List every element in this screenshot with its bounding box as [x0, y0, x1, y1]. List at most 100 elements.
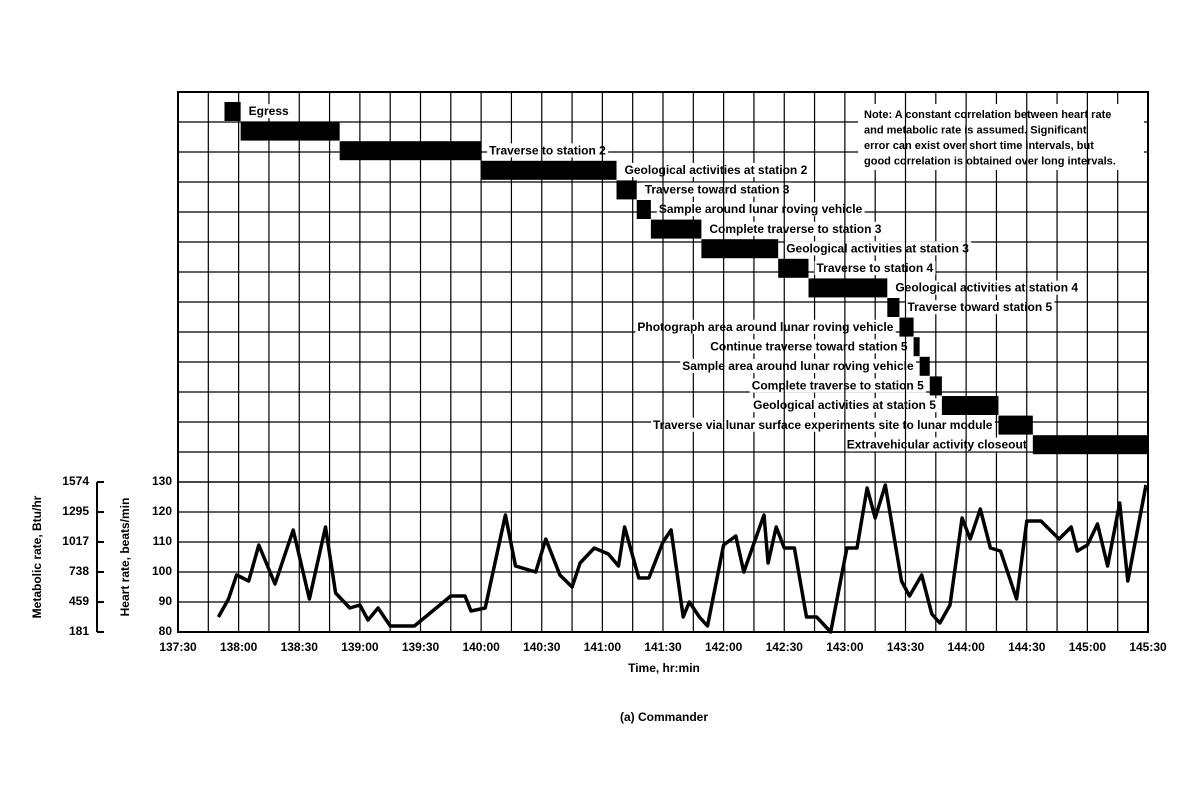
activity-label-group: Traverse to station 4	[814, 260, 936, 275]
activity-label: Traverse to station 4	[817, 261, 934, 275]
y-axis-label: Heart rate, beats/min	[118, 498, 132, 617]
activity-label-group: Traverse via lunar surface experiments s…	[650, 417, 995, 432]
x-tick-label: 137:30	[159, 640, 197, 654]
activity-label: Geological activities at station 2	[625, 163, 808, 177]
x-tick-label: 144:30	[1008, 640, 1046, 654]
activity-label-group: Egress	[246, 104, 291, 119]
activity-label: Complete traverse to station 3	[709, 222, 881, 236]
label-background	[707, 221, 884, 236]
label-background	[905, 300, 1055, 315]
activity-bar	[998, 415, 1033, 435]
activity-bar	[636, 200, 651, 219]
x-tick-label: 145:00	[1069, 640, 1107, 654]
label-background	[642, 182, 792, 197]
activity-bar	[1032, 435, 1148, 455]
note: Note: A constant correlation between hea…	[858, 104, 1144, 170]
activity-label: Traverse to station 2	[489, 143, 606, 157]
y-tick-label: 90	[159, 594, 173, 608]
y-tick-label: 110	[153, 534, 173, 548]
activity-label-group: Photograph area around lunar roving vehi…	[635, 319, 896, 334]
activity-label: Sample around lunar roving vehicle	[659, 202, 863, 216]
activity-bar	[616, 180, 637, 200]
activity-label: Geological activities at station 4	[895, 281, 1078, 295]
x-tick-label: 144:00	[947, 640, 985, 654]
y-tick-label: 80	[159, 624, 173, 638]
activity-bar	[899, 317, 914, 337]
y2-tick-label: 1574	[62, 474, 89, 488]
label-background	[650, 417, 995, 432]
activity-label-group: Sample around lunar roving vehicle	[656, 202, 865, 217]
x-tick-label: 140:30	[523, 640, 561, 654]
note-line: error can exist over short time interval…	[864, 140, 1094, 152]
activity-label: Sample area around lunar roving vehicle	[682, 359, 914, 373]
activity-label: Photograph area around lunar roving vehi…	[637, 320, 893, 334]
activity-bar	[913, 337, 920, 357]
x-tick-label: 141:30	[644, 640, 682, 654]
activity-label-group: Traverse to station 2	[487, 143, 609, 158]
x-axis-label: Time, hr:min	[628, 661, 700, 675]
note-line: good correlation is obtained over long i…	[864, 155, 1116, 167]
activity-label-group: Sample area around lunar roving vehicle	[680, 358, 916, 373]
activity-label: Complete traverse to station 5	[752, 379, 924, 393]
x-tick-label: 145:30	[1129, 640, 1167, 654]
activity-bar	[650, 219, 702, 239]
activity-bar	[887, 298, 900, 317]
activity-bar	[701, 239, 779, 259]
y2-tick-label: 1017	[62, 534, 89, 548]
y-tick-label: 120	[152, 504, 172, 518]
label-background	[784, 241, 972, 256]
note-line: and metabolic rate is assumed. Significa…	[864, 124, 1087, 136]
x-tick-label: 143:00	[826, 640, 864, 654]
y-tick-label: 130	[152, 474, 172, 488]
activity-label: Traverse toward station 5	[907, 300, 1052, 314]
x-tick-label: 139:30	[402, 640, 440, 654]
label-background	[656, 202, 865, 217]
activity-label-group: Traverse toward station 5	[905, 300, 1055, 315]
activity-bar	[808, 278, 888, 298]
label-background	[622, 162, 810, 177]
activity-bar	[919, 356, 930, 376]
x-tick-label: 141:00	[584, 640, 622, 654]
x-tick-label: 138:00	[220, 640, 258, 654]
activity-label-group: Continue traverse toward station 5	[708, 339, 910, 354]
note-line: Note: A constant correlation between hea…	[864, 109, 1111, 121]
activity-bar	[240, 121, 340, 141]
activity-label: Geological activities at station 3	[786, 241, 969, 255]
label-background	[246, 104, 291, 119]
label-background	[844, 437, 1029, 452]
activity-label: Traverse via lunar surface experiments s…	[653, 418, 993, 432]
label-background	[635, 319, 896, 334]
y2-axis-label: Metabolic rate, Btu/hr	[30, 495, 44, 618]
caption: (a) Commander	[620, 710, 708, 724]
y2-tick-label: 738	[69, 564, 89, 578]
activity-label-group: Extravehicular activity closeout	[844, 437, 1029, 452]
x-tick-label: 138:30	[281, 640, 319, 654]
y2-tick-label: 181	[69, 624, 89, 638]
activity-label: Traverse toward station 3	[645, 183, 790, 197]
x-tick-label: 142:30	[766, 640, 804, 654]
x-tick-label: 140:00	[462, 640, 500, 654]
activity-bar	[778, 258, 809, 278]
activity-label-group: Geological activities at station 2	[622, 162, 810, 177]
activity-bar	[941, 396, 999, 415]
activity-label: Continue traverse toward station 5	[710, 339, 908, 353]
activity-label-group: Complete traverse to station 5	[749, 378, 927, 393]
activity-bar	[339, 141, 482, 161]
heart-rate-line	[216, 483, 1148, 634]
x-tick-label: 142:00	[705, 640, 743, 654]
activity-bar	[929, 376, 942, 396]
activity-label-group: Complete traverse to station 3	[707, 221, 884, 236]
label-background	[487, 143, 609, 158]
activity-label: Egress	[249, 104, 289, 118]
y2-tick-label: 1295	[62, 504, 89, 518]
label-background	[708, 339, 910, 354]
activity-label-group: Geological activities at station 3	[784, 241, 972, 256]
label-background	[680, 358, 916, 373]
label-background	[749, 378, 927, 393]
label-background	[893, 280, 1081, 295]
x-tick-label: 143:30	[887, 640, 925, 654]
activity-label-group: Geological activities at station 4	[893, 280, 1081, 295]
activity-label: Extravehicular activity closeout	[847, 437, 1027, 451]
x-tick-label: 139:00	[341, 640, 379, 654]
